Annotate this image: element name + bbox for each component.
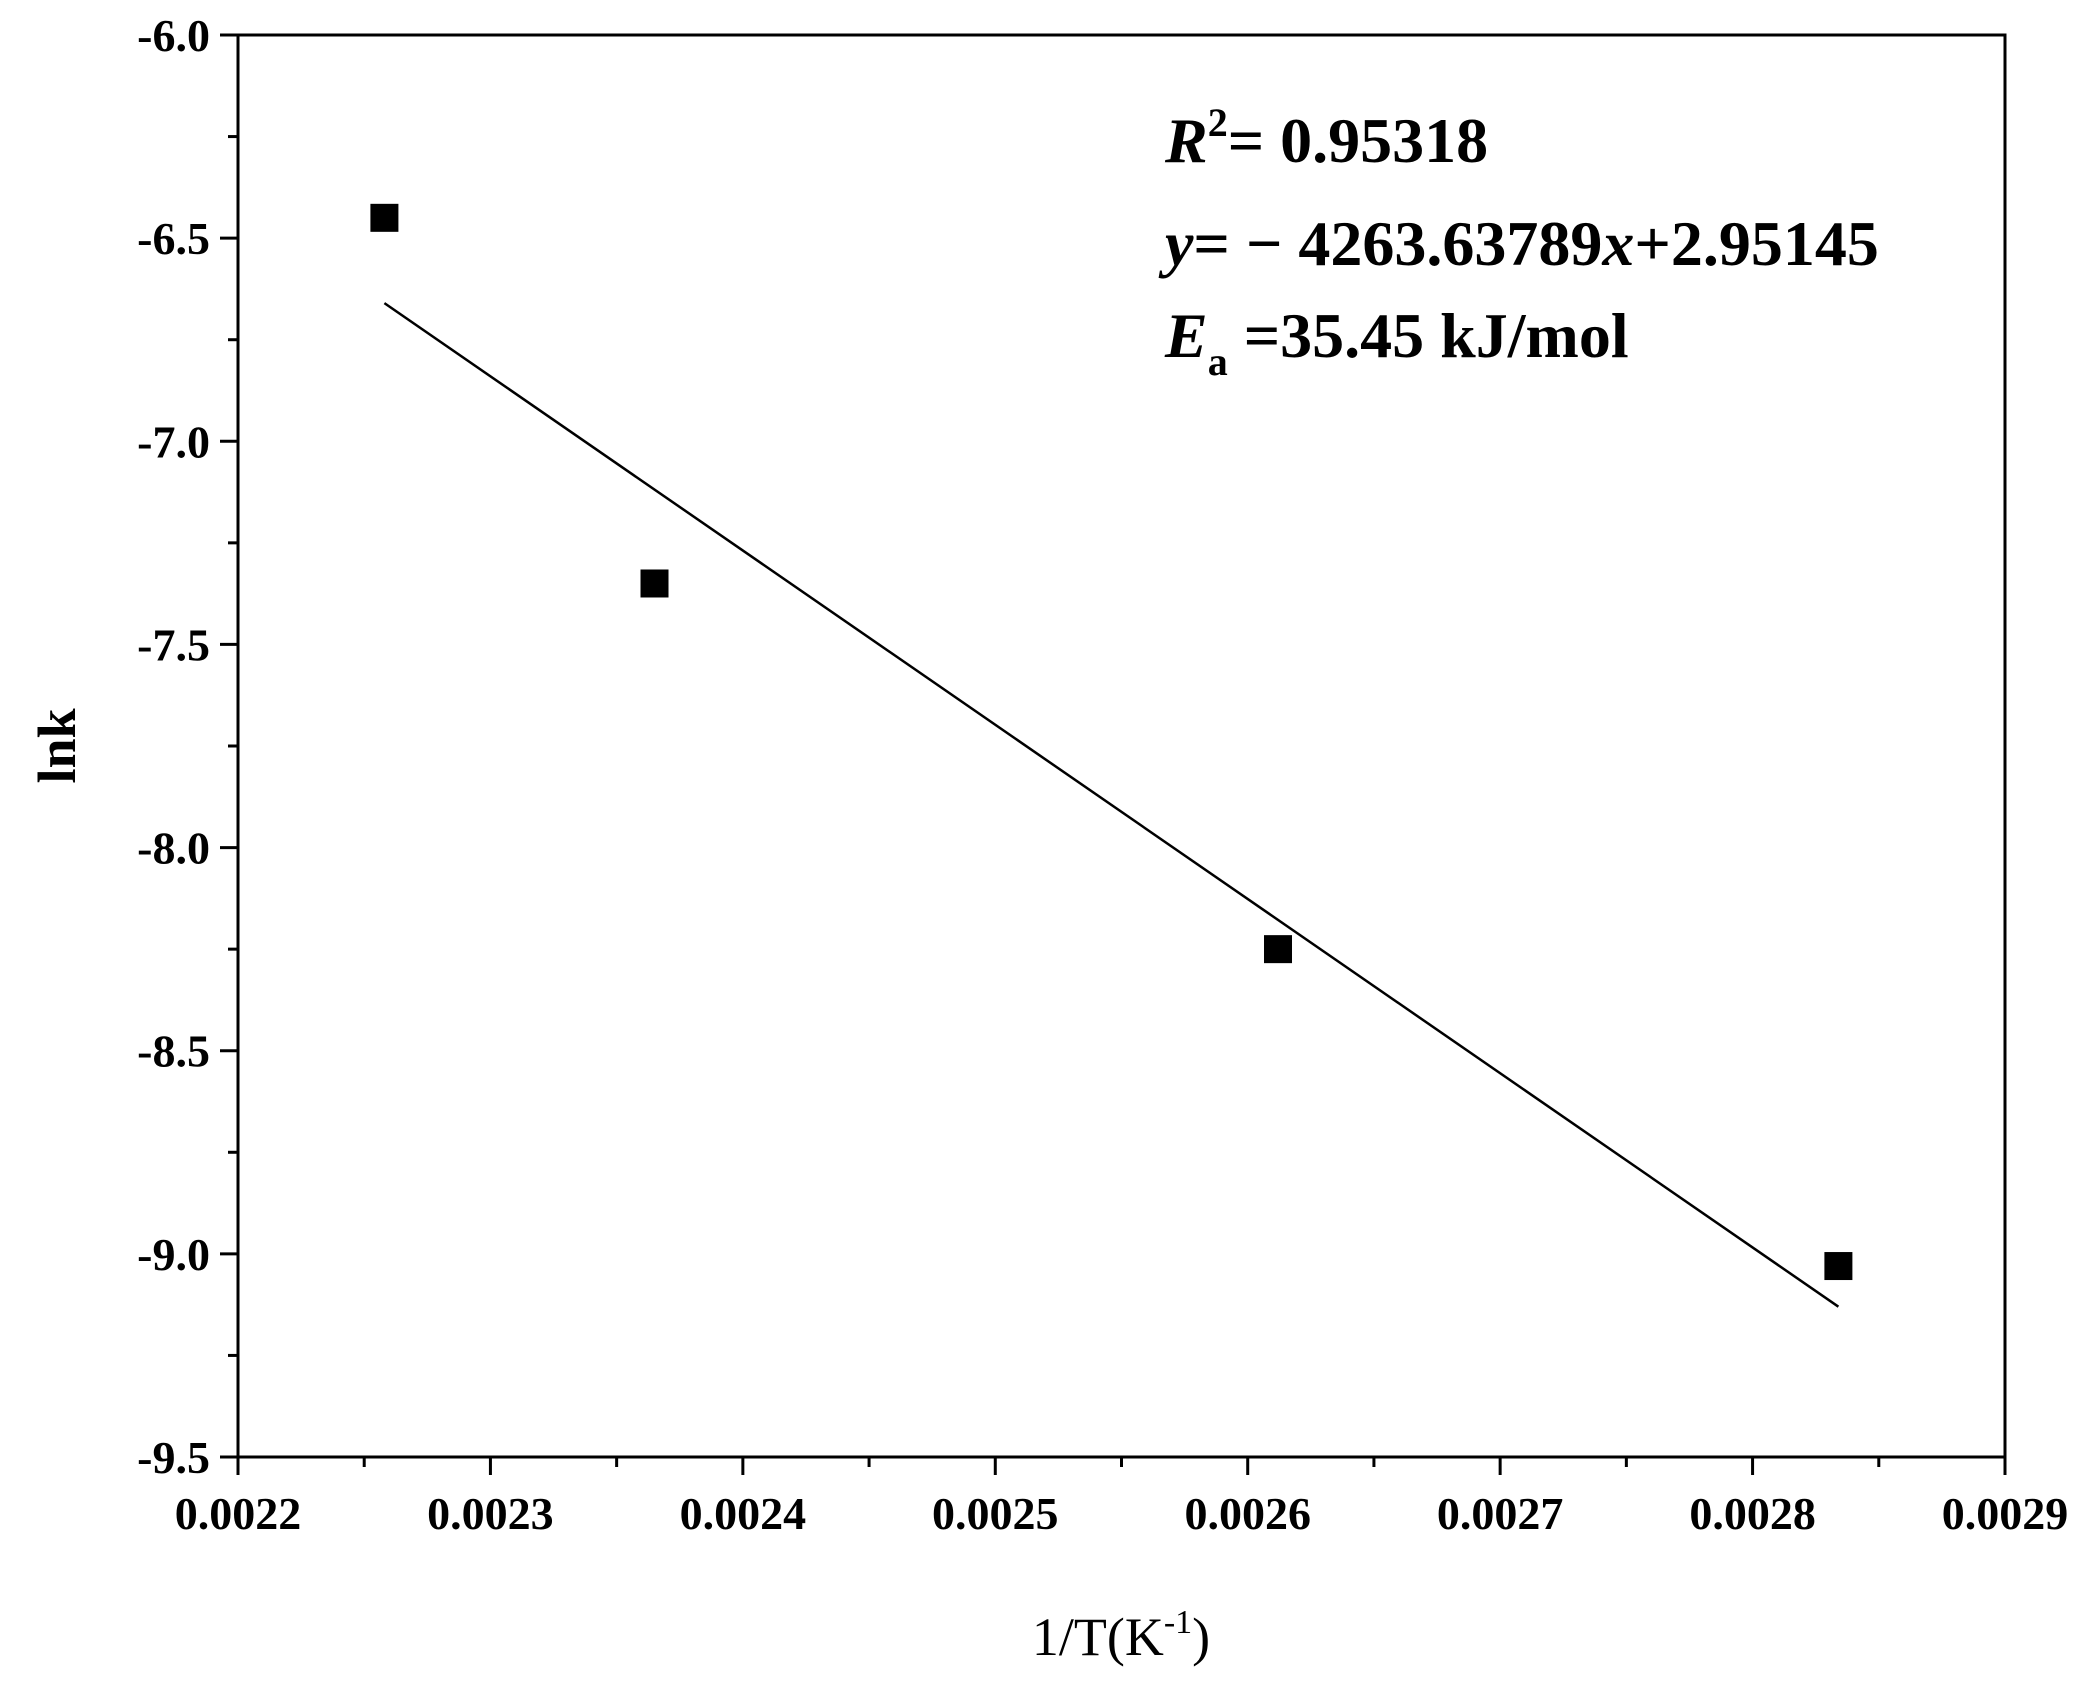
x-tick-label: 0.0025 <box>932 1488 1059 1539</box>
x-tick-label: 0.0022 <box>175 1488 302 1539</box>
x-tick-label: 0.0023 <box>427 1488 554 1539</box>
y-axis-title: lnk <box>27 708 87 783</box>
y-tick-label: -8.5 <box>137 1026 210 1077</box>
data-point <box>370 203 399 232</box>
activation-energy-annotation: Ea =35.45 kJ/mol <box>1164 300 1629 384</box>
x-tick-label: 0.0027 <box>1437 1488 1564 1539</box>
y-tick-label: -7.0 <box>137 416 210 467</box>
r-squared-annotation: R2= 0.95318 <box>1164 100 1488 176</box>
fit-line <box>383 302 1840 1308</box>
y-axis-ticks: -6.0 -6.5 -7.0 -7.5 -8.0 -8.5 -9.0 -9.5 <box>137 10 238 1483</box>
x-tick-label: 0.0024 <box>680 1488 807 1539</box>
fit-equation-annotation: y= − 4263.63789x+2.95145 <box>1158 208 1879 279</box>
data-point <box>1264 935 1293 964</box>
x-tick-label: 0.0028 <box>1689 1488 1816 1539</box>
y-tick-label: -9.0 <box>137 1229 210 1280</box>
y-tick-label: -6.0 <box>137 10 210 61</box>
x-axis-ticks: 0.0022 0.0023 0.0024 0.0025 0.0026 0.0027 0.00… <box>175 1457 2069 1539</box>
x-axis-title: 1/T(K-1) <box>1032 1604 1210 1667</box>
y-tick-label: -9.5 <box>137 1432 210 1483</box>
data-points <box>370 203 1853 1281</box>
data-point <box>1824 1252 1853 1281</box>
fit-line-layer <box>383 302 1840 1308</box>
data-point <box>640 569 669 598</box>
y-tick-label: -7.5 <box>137 619 210 670</box>
x-tick-label: 0.0026 <box>1184 1488 1311 1539</box>
x-tick-label: 0.0029 <box>1942 1488 2069 1539</box>
y-tick-label: -6.5 <box>137 213 210 264</box>
y-tick-label: -8.0 <box>137 823 210 874</box>
